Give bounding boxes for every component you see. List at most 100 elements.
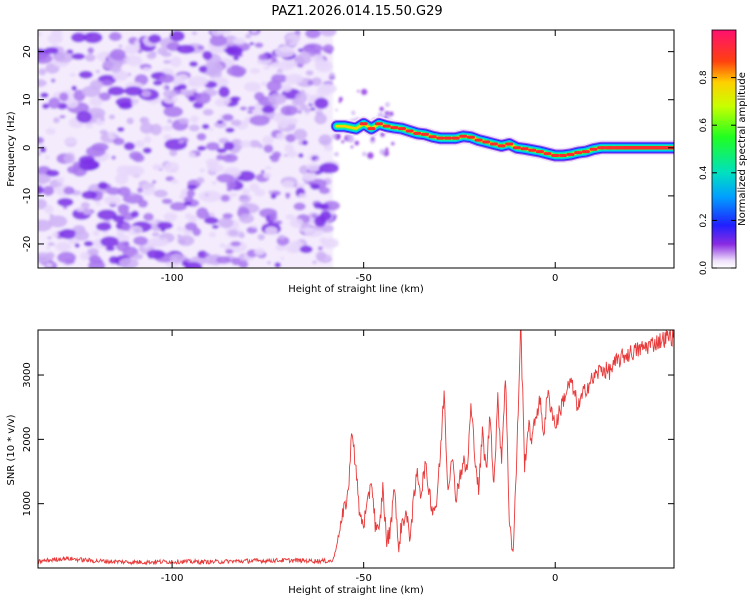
signal-track xyxy=(329,116,674,163)
snr-panel: -100 -50 0 1000 2000 3000 Height of straight … xyxy=(6,329,675,596)
colorbar-tick-label: 0.0 xyxy=(699,261,709,276)
noise-blob xyxy=(46,246,51,250)
noise-blob xyxy=(159,73,175,84)
noise-speckle xyxy=(334,151,339,157)
noise-blob xyxy=(121,222,132,232)
noise-blob xyxy=(314,60,334,73)
noise-blob xyxy=(250,30,258,34)
noise-blob xyxy=(278,234,286,240)
noise-blob xyxy=(158,168,164,172)
noise-blob xyxy=(107,130,117,140)
noise-blob xyxy=(314,215,327,227)
noise-blob xyxy=(102,230,109,235)
noise-blob xyxy=(293,202,306,211)
noise-blob xyxy=(251,224,258,229)
noise-blob xyxy=(146,238,164,248)
noise-blob xyxy=(249,115,270,126)
noise-blob xyxy=(163,161,180,174)
noise-blob xyxy=(218,217,234,229)
signal-peak xyxy=(505,142,514,146)
noise-blob xyxy=(314,113,327,125)
noise-blob xyxy=(74,230,90,241)
noise-blob xyxy=(62,205,68,210)
snr-y-tick-label: 2000 xyxy=(22,427,33,452)
noise-blob xyxy=(140,183,156,196)
noise-blob xyxy=(161,198,173,205)
noise-blob xyxy=(302,139,309,146)
noise-blob xyxy=(74,243,80,248)
noise-blob xyxy=(47,242,55,247)
signal-peak xyxy=(543,152,552,156)
noise-blob xyxy=(257,60,262,65)
noise-blob xyxy=(160,227,166,232)
noise-blob xyxy=(191,88,198,92)
noise-blob xyxy=(264,165,272,170)
noise-blob xyxy=(38,185,44,195)
noise-blob xyxy=(323,48,330,53)
noise-speckle xyxy=(385,102,390,108)
noise-blob xyxy=(139,122,154,134)
noise-blob xyxy=(142,147,152,154)
noise-speckle xyxy=(341,140,345,144)
signal-peak xyxy=(551,153,560,157)
noise-blob xyxy=(128,151,143,161)
noise-blob xyxy=(43,205,54,214)
noise-blob xyxy=(302,43,323,54)
noise-blob xyxy=(143,212,154,221)
noise-blob xyxy=(100,116,106,121)
noise-blob xyxy=(99,129,108,135)
noise-blob xyxy=(222,113,234,122)
noise-blob xyxy=(52,43,58,48)
signal-peak xyxy=(497,144,506,148)
spectrogram-y-axis-label: Frequency (Hz) xyxy=(6,111,17,187)
noise-blob xyxy=(51,30,63,38)
noise-blob xyxy=(47,236,52,240)
noise-blob xyxy=(226,180,237,190)
noise-blob xyxy=(71,52,85,60)
noise-blob xyxy=(307,80,313,86)
noise-blob xyxy=(178,117,190,125)
noise-blob xyxy=(123,86,143,96)
noise-blob xyxy=(117,186,131,197)
noise-blob xyxy=(186,184,198,190)
noise-blob xyxy=(314,157,320,162)
signal-peak xyxy=(512,146,521,150)
noise-blob xyxy=(184,196,194,203)
noise-blob xyxy=(265,226,278,236)
noise-blob xyxy=(210,30,225,37)
noise-blob xyxy=(63,186,75,195)
signal-peak xyxy=(420,132,429,136)
noise-blob xyxy=(194,92,211,105)
noise-blob xyxy=(321,224,334,233)
noise-blob xyxy=(64,259,75,265)
noise-blob xyxy=(303,226,315,233)
noise-blob xyxy=(278,45,293,53)
snr-line xyxy=(38,330,674,566)
noise-blob xyxy=(208,231,217,238)
noise-blob xyxy=(249,68,261,74)
noise-blob xyxy=(112,137,125,146)
noise-blob xyxy=(107,86,125,96)
noise-blob xyxy=(56,176,65,184)
noise-blob xyxy=(254,248,266,256)
noise-speckle xyxy=(354,140,360,146)
noise-blob xyxy=(132,253,144,260)
noise-blob xyxy=(126,117,134,125)
noise-blob xyxy=(263,144,274,154)
noise-blob xyxy=(130,210,140,218)
noise-blob xyxy=(125,55,143,67)
noise-blob xyxy=(118,102,133,110)
noise-blob xyxy=(92,230,100,237)
noise-speckle xyxy=(379,106,384,112)
noise-speckle xyxy=(384,111,390,116)
noise-blob xyxy=(38,173,51,184)
snr-x-tick-label: -100 xyxy=(161,573,184,584)
noise-blob xyxy=(38,198,48,210)
signal-peak xyxy=(413,131,422,135)
noise-blob xyxy=(319,203,329,210)
noise-blob xyxy=(280,105,298,116)
noise-blob xyxy=(266,80,282,92)
noise-blob xyxy=(116,229,125,237)
